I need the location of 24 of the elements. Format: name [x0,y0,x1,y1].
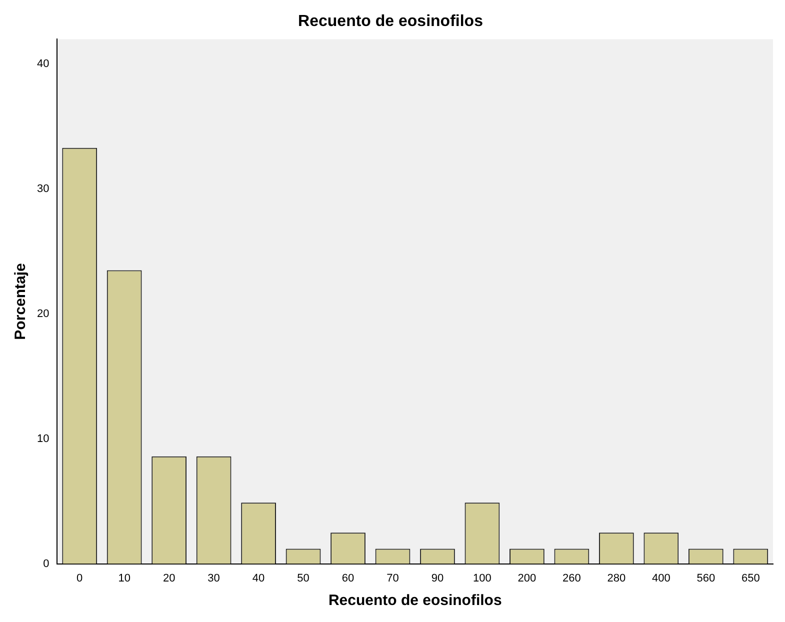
x-tick-label: 200 [518,572,536,584]
x-tick-label: 40 [252,572,265,584]
x-tick-label: 560 [696,572,716,584]
x-tick-label: 280 [607,572,626,584]
x-tick-label: 70 [386,572,399,584]
x-tick-label: 30 [208,572,220,584]
x-tick-label: 60 [342,572,354,584]
y-tick-label: 0 [43,558,50,570]
x-tick-label: 20 [162,572,176,584]
x-tick-label: 0 [76,572,83,584]
x-tick-label: 10 [118,572,130,584]
x-tick-label: 400 [652,572,670,584]
y-axis-title: Porcentaje [12,263,30,340]
x-axis-title: Recuento de eosinofilos [328,592,502,610]
chart-title: Recuento de eosinofilos [298,13,484,30]
x-tick-label: 260 [562,572,581,584]
y-tick-label: 10 [36,432,50,445]
x-tick-label: 50 [297,572,310,584]
y-tick-label: 30 [36,183,50,196]
x-tick-label: 90 [431,572,444,584]
y-tick-label: 20 [36,308,50,320]
x-tick-label: 650 [741,572,760,584]
x-tick-label: 100 [473,572,492,584]
y-tick-label: 40 [36,58,50,70]
